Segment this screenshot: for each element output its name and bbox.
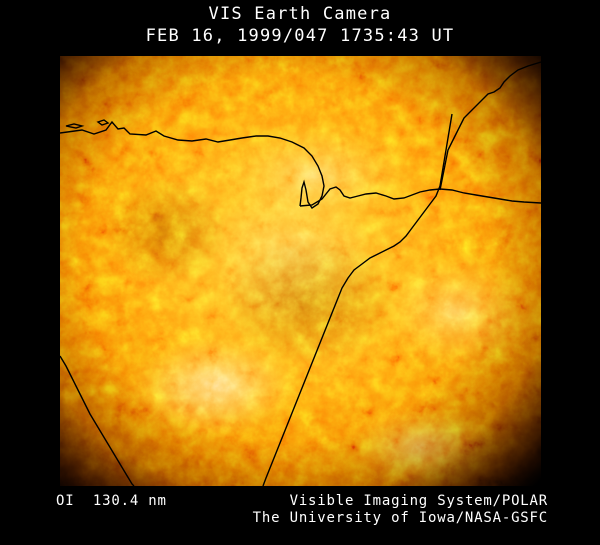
airglow-canvas xyxy=(60,56,541,486)
credit-line-instrument: Visible Imaging System/POLAR xyxy=(289,493,548,509)
page-title: VIS Earth Camera xyxy=(208,4,392,24)
timestamp-label: FEB 16, 1999/047 1735:43 UT xyxy=(145,26,455,46)
credit-line-institution: The University of Iowa/NASA-GSFC xyxy=(252,510,548,526)
wavelength-label: OI 130.4 nm xyxy=(56,493,167,509)
airglow-disc xyxy=(60,56,541,486)
coastline-overlay xyxy=(60,61,541,486)
earth-airglow-image[interactable] xyxy=(60,56,541,486)
